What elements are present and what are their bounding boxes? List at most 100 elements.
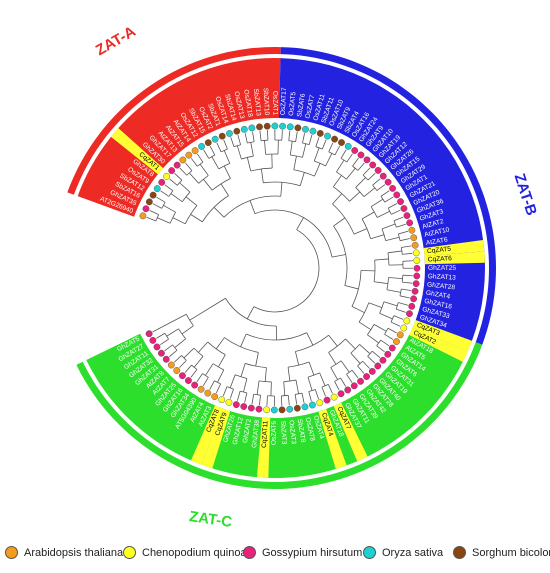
branch-arc [384, 328, 389, 335]
branch [169, 349, 178, 357]
branch [399, 295, 410, 299]
branch [402, 252, 413, 255]
leaf-label: SbZAT13 [252, 88, 262, 116]
branch [255, 352, 259, 367]
branch [374, 258, 389, 261]
branch [185, 162, 193, 171]
branch [370, 198, 384, 208]
branch-arc [181, 191, 191, 202]
branch [372, 178, 381, 186]
branch [357, 365, 365, 374]
leaf-label: SbZAT8 [296, 419, 307, 444]
branch [193, 356, 204, 368]
branch [372, 350, 381, 358]
branch [308, 391, 312, 402]
branch-arc [212, 363, 224, 371]
species-dot [263, 406, 271, 414]
branch [328, 142, 334, 152]
clade-name-zat-c: ZAT-C [188, 508, 233, 531]
quinoa-highlight [190, 405, 223, 465]
branch [328, 352, 337, 365]
species-dot [344, 142, 352, 150]
branch-arc [376, 339, 382, 347]
branch [174, 173, 183, 181]
branch [217, 354, 226, 368]
branch-arc [370, 206, 378, 218]
branch [379, 312, 393, 320]
branch [333, 217, 346, 227]
species-dot [363, 373, 370, 380]
branch [370, 234, 385, 240]
branch [385, 236, 400, 242]
leaf-label: OsZAT1 [271, 91, 278, 115]
branch [250, 142, 254, 157]
branch [223, 150, 231, 164]
branch [169, 178, 178, 186]
branch [393, 216, 404, 222]
branch [229, 374, 236, 389]
branch [362, 167, 371, 176]
species-dot [324, 132, 331, 140]
branch [367, 356, 376, 364]
branch-arc [155, 214, 160, 222]
leaf-label: OsZAT17 [280, 87, 288, 115]
species-dot [185, 377, 192, 384]
branch [368, 302, 383, 308]
branch [319, 372, 326, 386]
quinoa-highlight [318, 409, 347, 470]
branch-arc [214, 380, 221, 385]
legend-item-chenopodium: Chenopodium quinoa [123, 546, 247, 559]
legend-label: Arabidopsis thaliana [24, 546, 124, 559]
branch [205, 363, 214, 376]
branch [351, 306, 365, 314]
branch [202, 377, 209, 387]
branch [287, 367, 291, 382]
branch [203, 179, 213, 191]
species-dot [173, 161, 181, 169]
branch [181, 325, 194, 335]
branch [166, 328, 179, 337]
tree-branches [146, 129, 414, 407]
branch [283, 381, 286, 396]
branch [179, 182, 191, 193]
branch-arc [367, 324, 375, 336]
branch [315, 137, 320, 147]
branch-arc [181, 355, 187, 361]
species-dot [225, 398, 233, 406]
branch [170, 193, 183, 203]
branch [345, 338, 356, 350]
species-dot [384, 350, 392, 358]
branch [160, 190, 170, 197]
species-dot [179, 372, 186, 380]
branch [401, 245, 412, 248]
branch [384, 196, 394, 203]
branch [197, 153, 204, 163]
species-dot [412, 249, 420, 257]
branch [264, 140, 267, 155]
species-dot [278, 406, 286, 414]
branch [190, 369, 198, 378]
species-dot [408, 302, 416, 310]
branch [156, 196, 166, 203]
branch [230, 137, 235, 147]
branch [252, 131, 255, 142]
species-dot [163, 172, 170, 180]
branch [381, 223, 396, 230]
leaf-label: OsZAT3 [287, 420, 296, 445]
species-dot [413, 264, 421, 272]
branch [203, 149, 210, 159]
branch-arc [283, 379, 297, 383]
branch-arc [186, 170, 193, 176]
species-dot [168, 167, 176, 174]
quinoa-highlight [412, 320, 472, 352]
species-dot [233, 127, 241, 135]
branch [302, 143, 307, 158]
species-dot [413, 272, 421, 280]
species-dot [397, 198, 404, 206]
branch [393, 315, 404, 320]
branch [340, 377, 347, 387]
branch [244, 133, 248, 144]
species-dot [403, 212, 411, 220]
branch-arc [336, 171, 347, 180]
branch [246, 306, 255, 320]
